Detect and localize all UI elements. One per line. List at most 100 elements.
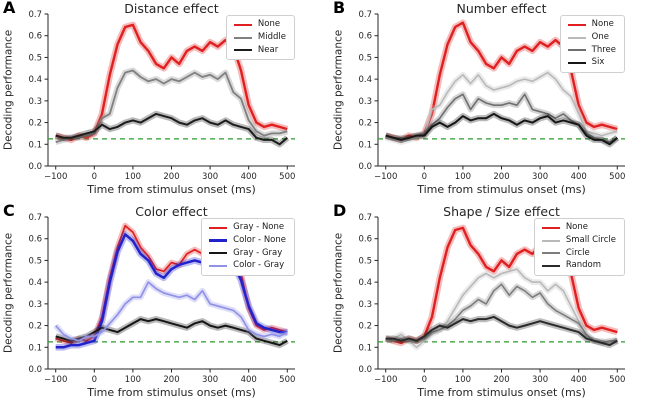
legend-entry: Gray - Gray (209, 247, 286, 259)
legend-label: Color - Gray (233, 260, 285, 271)
series-line-color-gray (55, 281, 288, 342)
legend-entry: Middle (233, 32, 286, 43)
y-tick-label: 0.2 (358, 119, 372, 129)
plot-area: 0.0 0.1 0.2 0.3 0.4 0.5 0.6 0.7 −100 0 100 200 300 40… (358, 213, 625, 385)
legend-line-sample (209, 226, 228, 229)
x-tick-label: 300 (532, 172, 548, 182)
legend-label: Random (565, 260, 602, 271)
legend: None Small Circle Circle Random (533, 218, 625, 277)
y-tick-label: 0.2 (28, 322, 42, 332)
y-tick-label: 0.3 (28, 97, 42, 107)
y-tick-label: 0.7 (358, 10, 372, 20)
y-tick-label: 0.1 (28, 343, 42, 353)
y-tick-label: 0.7 (28, 10, 42, 20)
legend: None One Three Six (559, 15, 625, 74)
x-tick-label: 400 (571, 375, 587, 385)
x-axis-label: Time from stimulus onset (ms) (417, 386, 586, 399)
y-tick-label: 0.2 (358, 322, 372, 332)
y-tick-label: 0.1 (28, 140, 42, 150)
legend-entry: Small Circle (541, 234, 616, 246)
x-tick-label: 500 (609, 375, 625, 385)
legend-entry: None (541, 222, 616, 233)
legend-entry: None (567, 19, 616, 30)
y-axis-label: Decoding performance (332, 232, 345, 354)
series-line-middle (55, 69, 288, 143)
panel-title: Shape / Size effect (443, 204, 560, 219)
y-axis-label: Decoding performance (332, 29, 345, 151)
panel-title: Distance effect (124, 1, 219, 16)
y-tick-label: 0.3 (358, 300, 372, 310)
x-tick-label: 300 (202, 375, 218, 385)
y-axis-label: Decoding performance (2, 29, 15, 151)
legend-line-sample (541, 226, 560, 229)
x-tick-label: 300 (532, 375, 548, 385)
legend-entry: None (233, 19, 286, 30)
x-tick-label: 100 (455, 172, 471, 182)
legend-entry: Circle (541, 247, 616, 259)
x-tick-label: −100 (374, 172, 397, 182)
legend-line-sample (567, 62, 586, 65)
y-tick-label: 0.5 (28, 53, 42, 63)
legend-line-sample (541, 265, 560, 268)
legend-label: Gray - None (233, 222, 285, 232)
x-tick-label: 400 (571, 172, 587, 182)
y-tick-label: 0.6 (358, 32, 372, 42)
y-tick-label: 0.2 (28, 119, 42, 129)
legend-label: None (257, 19, 281, 29)
x-axis-label: Time from stimulus onset (ms) (87, 183, 256, 196)
y-tick-label: 0.4 (28, 75, 42, 85)
legend-line-sample (567, 36, 586, 39)
x-tick-label: −100 (44, 375, 67, 385)
y-tick-label: 0.4 (358, 278, 372, 288)
x-tick-label: 200 (163, 172, 179, 182)
y-tick-label: 0.5 (358, 53, 372, 63)
panel-shape-size-effect: D Shape / Size effect Decoding performan… (330, 203, 660, 406)
legend-label: Small Circle (565, 234, 616, 245)
x-tick-label: 200 (493, 172, 509, 182)
x-tick-label: 400 (241, 172, 257, 182)
legend-entry: Gray - None (209, 222, 286, 233)
legend-entry: Three (567, 45, 616, 56)
y-tick-label: 0.3 (358, 97, 372, 107)
panel-letter: A (3, 0, 16, 17)
y-tick-label: 0.7 (358, 213, 372, 223)
series-line-circle (385, 283, 618, 344)
x-tick-label: 500 (609, 172, 625, 182)
legend-entry: One (567, 32, 616, 43)
x-tick-label: 100 (125, 375, 141, 385)
x-tick-label: 0 (422, 172, 427, 182)
y-tick-label: 0.4 (28, 278, 42, 288)
panel-color-effect: C Color effect Decoding performance 0.0 0… (0, 203, 330, 406)
x-tick-label: 500 (279, 172, 295, 182)
panel-title: Color effect (135, 204, 208, 219)
x-axis-label: Time from stimulus onset (ms) (87, 386, 256, 399)
legend: None Middle Near (225, 15, 295, 61)
legend-label: Circle (565, 247, 590, 258)
y-axis-label: Decoding performance (2, 232, 15, 354)
series-line-gray-gray (55, 318, 288, 347)
x-tick-label: 500 (279, 375, 295, 385)
legend-line-sample (233, 23, 252, 26)
series-line-small-circle (385, 268, 618, 349)
y-tick-label: 0.5 (28, 256, 42, 266)
x-tick-label: 300 (202, 172, 218, 182)
legend-entry: Six (567, 57, 616, 68)
legend-line-sample (567, 23, 586, 26)
legend-line-sample (233, 36, 252, 39)
legend-entry: Random (541, 260, 616, 271)
legend-line-sample (567, 49, 586, 52)
x-tick-label: −100 (374, 375, 397, 385)
legend-label: Gray - Gray (233, 247, 283, 258)
plot-area: 0.0 0.1 0.2 0.3 0.4 0.5 0.6 0.7 −100 0 100 200 300 40… (28, 10, 295, 182)
y-tick-label: 0.0 (28, 365, 42, 375)
legend-entry: Color - None (209, 235, 286, 246)
plot-area: 0.0 0.1 0.2 0.3 0.4 0.5 0.6 0.7 −100 0 100 200 300 40… (358, 10, 625, 182)
legend-label: Six (591, 57, 605, 68)
x-tick-label: 0 (92, 172, 97, 182)
x-tick-label: 0 (422, 375, 427, 385)
y-tick-label: 0.3 (28, 300, 42, 310)
legend-label: None (591, 19, 614, 29)
panel-number-effect: B Number effect Decoding performance 0.0… (330, 0, 660, 203)
y-tick-label: 0.0 (358, 162, 372, 172)
